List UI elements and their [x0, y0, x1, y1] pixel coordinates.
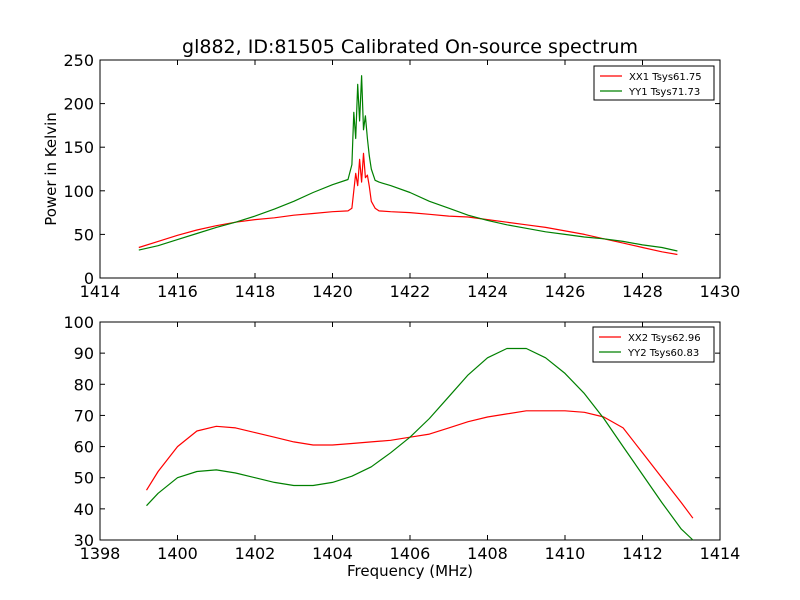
x-tick-label: 1414 [80, 282, 121, 301]
y-tick-label: 100 [63, 182, 94, 201]
x-tick-label: 1406 [390, 544, 431, 563]
legend-box [593, 65, 715, 101]
x-tick-label: 1430 [700, 282, 741, 301]
y-tick-label: 40 [74, 500, 94, 519]
y-tick-label: 200 [63, 95, 94, 114]
y-tick-label: 30 [74, 531, 94, 550]
chart-title: gl882, ID:81505 Calibrated On-source spe… [182, 36, 638, 58]
y-tick-label: 150 [63, 138, 94, 157]
series-line-yy1 [138, 75, 678, 252]
x-tick-label: 1410 [545, 544, 586, 563]
x-tick-label: 1420 [312, 282, 353, 301]
legend-box [592, 326, 715, 363]
y-tick-label: 50 [74, 225, 94, 244]
x-tick-label: 1408 [467, 544, 508, 563]
x-tick-label: 1428 [622, 282, 663, 301]
y-tick-label: 90 [74, 344, 94, 363]
y-tick-label: 0 [84, 269, 94, 288]
x-axis-label: Frequency (MHz) [347, 562, 473, 580]
x-tick-label: 1398 [80, 544, 121, 563]
y-tick-label: 100 [63, 313, 94, 332]
series-line-xx1 [138, 152, 678, 256]
legend-label: YY1 Tsys71.73 [628, 87, 700, 98]
y-tick-label: 70 [74, 406, 94, 425]
legend-label: XX1 Tsys61.75 [629, 72, 702, 83]
x-tick-label: 1426 [545, 282, 586, 301]
x-tick-label: 1416 [157, 282, 198, 301]
y-tick-label: 250 [63, 51, 94, 70]
y-tick-label: 60 [74, 438, 94, 457]
x-tick-label: 1418 [235, 282, 276, 301]
x-tick-label: 1414 [700, 544, 741, 563]
x-tick-label: 1404 [312, 544, 353, 563]
x-tick-label: 1402 [235, 544, 276, 563]
top-spectrum-plot: 1414 1416 1418 1420 1422 1424 1426 1428 1430 0 50 1… [63, 51, 740, 301]
legend-label: YY2 Tsys60.83 [627, 348, 699, 359]
x-tick-label: 1422 [390, 282, 431, 301]
legend-label: XX2 Tsys62.96 [628, 333, 701, 344]
x-tick-label: 1400 [157, 544, 198, 563]
x-tick-label: 1412 [622, 544, 663, 563]
y-axis-label: Power in Kelvin [42, 112, 60, 226]
y-tick-label: 50 [74, 469, 94, 488]
bottom-spectrum-plot: 1398 1400 1402 1404 1406 1408 1410 1412 1414 30 40… [63, 313, 740, 563]
series-line-xx2 [145, 410, 694, 519]
y-tick-label: 80 [74, 375, 94, 394]
series-line-yy2 [146, 347, 694, 541]
x-tick-label: 1424 [467, 282, 508, 301]
